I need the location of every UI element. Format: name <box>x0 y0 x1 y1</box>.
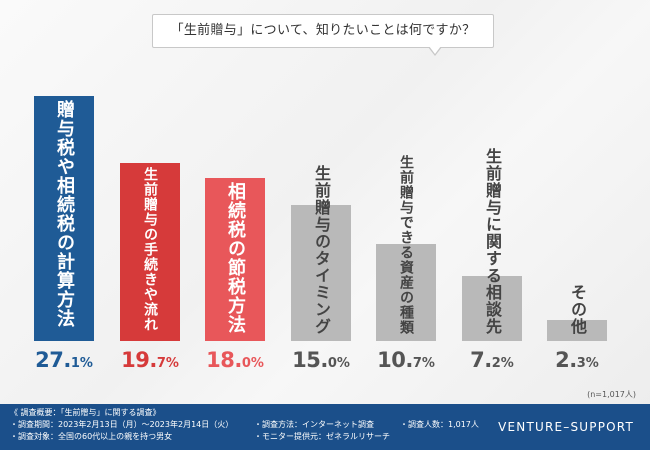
survey-target: ・調査対象：全国の60代以上の親を持つ男女 <box>10 432 173 441</box>
survey-count: ・調査人数：1,017人 <box>400 420 479 429</box>
bar-label-1: 贈与税や相続税の計算方法 <box>54 100 75 328</box>
survey-footer: 《 調査概要：「生前贈与」に関する調査》 ・調査期間：2023年2月13日（月）… <box>0 404 650 450</box>
bar-label-2: 生前贈与の手続きや流れ <box>142 167 158 332</box>
value-number: 18. <box>206 348 242 372</box>
value-label-7: 2.3% <box>541 350 613 371</box>
bar-label-5: 生前贈与できる資産の種類 <box>398 155 414 335</box>
value-decimal: 3% <box>576 356 599 371</box>
brand-logo: VENTURE–SUPPORT <box>498 420 634 434</box>
question-bubble: 「生前贈与」について、知りたいことは何ですか？ <box>152 14 494 48</box>
survey-method: ・調査方法：インターネット調査 <box>254 420 374 429</box>
value-decimal: 7% <box>412 356 435 371</box>
value-number: 10. <box>377 348 413 372</box>
sample-size-note: (n=1,017人) <box>587 390 636 399</box>
bar-label-7: その他 <box>568 284 587 335</box>
value-label-5: 10.7% <box>370 350 442 371</box>
bar-4 <box>291 205 351 341</box>
value-label-4: 15.0% <box>285 350 357 371</box>
value-label-1: 27.1% <box>28 350 100 371</box>
bar-label-6: 生前贈与に関する相談先 <box>483 148 502 335</box>
value-label-6: 7.2% <box>456 350 528 371</box>
value-decimal: 7% <box>156 356 179 371</box>
value-number: 15. <box>292 348 328 372</box>
bar-6 <box>462 276 522 341</box>
bar-5 <box>376 244 436 341</box>
bar-label-3: 相続税の節税方法 <box>225 182 246 334</box>
survey-period: ・調査期間：2023年2月13日（月）〜2023年2月14日（火） <box>10 420 234 429</box>
value-decimal: 0% <box>327 356 350 371</box>
monitor-provider: ・モニター提供元：ゼネラルリサーチ <box>254 432 390 441</box>
bar-chart <box>34 96 607 341</box>
value-number: 2. <box>555 348 577 372</box>
bubble-tail-inner <box>429 46 441 54</box>
bar-2 <box>120 163 180 341</box>
value-number: 19. <box>121 348 157 372</box>
value-decimal: 2% <box>491 356 514 371</box>
bar-1 <box>34 96 94 341</box>
value-label-2: 19.7% <box>114 350 186 371</box>
bar-7 <box>547 320 607 341</box>
value-number: 7. <box>470 348 492 372</box>
bar-label-4: 生前贈与のタイミング <box>312 165 331 335</box>
value-number: 27. <box>35 348 71 372</box>
value-label-3: 18.0% <box>199 350 271 371</box>
value-decimal: 0% <box>241 356 264 371</box>
bar-3 <box>205 178 265 341</box>
value-decimal: 1% <box>70 356 93 371</box>
survey-summary-title: 《 調査概要：「生前贈与」に関する調査》 <box>10 408 161 417</box>
